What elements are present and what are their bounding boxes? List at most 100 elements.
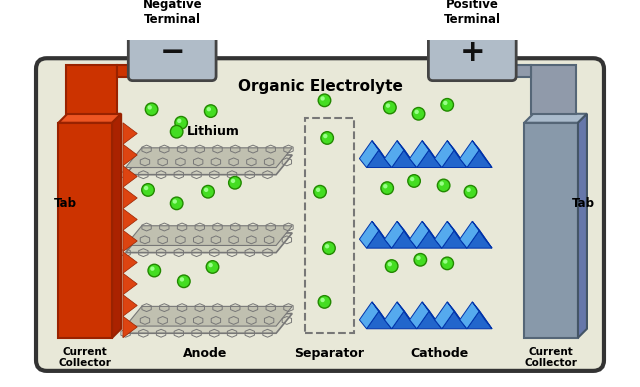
Polygon shape <box>123 316 137 338</box>
Polygon shape <box>125 313 292 333</box>
FancyBboxPatch shape <box>36 58 604 371</box>
Circle shape <box>209 263 213 267</box>
Circle shape <box>437 179 450 192</box>
Circle shape <box>148 264 161 277</box>
Polygon shape <box>125 307 292 326</box>
Text: Current
Collector: Current Collector <box>59 347 112 368</box>
Text: Current
Collector: Current Collector <box>525 347 577 368</box>
Circle shape <box>443 259 447 264</box>
Polygon shape <box>442 230 467 248</box>
Bar <box>305 118 354 333</box>
Circle shape <box>321 298 324 302</box>
Polygon shape <box>524 123 578 338</box>
FancyBboxPatch shape <box>128 25 216 80</box>
Circle shape <box>147 105 152 110</box>
Polygon shape <box>460 302 479 329</box>
Polygon shape <box>456 65 531 77</box>
Polygon shape <box>367 311 392 329</box>
Circle shape <box>383 101 396 114</box>
Polygon shape <box>524 114 587 123</box>
Circle shape <box>150 267 155 271</box>
Circle shape <box>318 296 331 308</box>
Circle shape <box>416 256 420 260</box>
Polygon shape <box>472 302 492 329</box>
Text: Positive
Terminal: Positive Terminal <box>444 0 500 26</box>
Polygon shape <box>447 302 467 329</box>
Polygon shape <box>360 140 379 168</box>
Circle shape <box>464 185 477 198</box>
Circle shape <box>141 184 154 196</box>
Polygon shape <box>392 150 417 168</box>
Polygon shape <box>397 140 417 168</box>
Polygon shape <box>410 221 429 248</box>
Circle shape <box>202 185 214 198</box>
Circle shape <box>207 107 211 111</box>
Polygon shape <box>372 221 392 248</box>
Polygon shape <box>435 221 454 248</box>
Circle shape <box>177 119 182 123</box>
Polygon shape <box>531 65 576 114</box>
Polygon shape <box>385 140 404 168</box>
Polygon shape <box>392 311 417 329</box>
Polygon shape <box>472 140 492 168</box>
Polygon shape <box>410 140 429 168</box>
Polygon shape <box>410 302 429 329</box>
Polygon shape <box>125 233 292 253</box>
Circle shape <box>440 182 444 186</box>
Polygon shape <box>123 187 137 209</box>
Polygon shape <box>125 155 292 175</box>
Circle shape <box>386 103 390 108</box>
Polygon shape <box>367 230 392 248</box>
Circle shape <box>180 277 184 282</box>
Circle shape <box>170 197 183 210</box>
Text: Organic Electrolyte: Organic Electrolyte <box>237 79 403 94</box>
Circle shape <box>314 185 326 198</box>
Polygon shape <box>123 166 137 187</box>
Text: Tab: Tab <box>54 197 77 210</box>
Polygon shape <box>422 140 442 168</box>
Polygon shape <box>460 140 479 168</box>
Circle shape <box>321 96 324 101</box>
Polygon shape <box>360 302 379 329</box>
Polygon shape <box>123 144 137 166</box>
FancyBboxPatch shape <box>428 25 516 80</box>
Polygon shape <box>116 65 188 77</box>
Circle shape <box>415 110 419 114</box>
Circle shape <box>204 105 217 117</box>
Circle shape <box>231 179 236 183</box>
Polygon shape <box>392 230 417 248</box>
Circle shape <box>145 103 158 116</box>
Text: Tab: Tab <box>572 197 595 210</box>
Polygon shape <box>372 302 392 329</box>
Circle shape <box>410 177 414 181</box>
Polygon shape <box>578 114 587 338</box>
Polygon shape <box>58 114 121 123</box>
Polygon shape <box>367 150 392 168</box>
Circle shape <box>414 253 427 266</box>
Polygon shape <box>397 302 417 329</box>
Circle shape <box>383 184 387 188</box>
Circle shape <box>325 244 329 248</box>
Circle shape <box>177 275 190 288</box>
Circle shape <box>206 261 219 273</box>
Circle shape <box>170 125 183 138</box>
Circle shape <box>441 257 454 270</box>
Polygon shape <box>65 65 116 114</box>
Circle shape <box>175 116 188 129</box>
Polygon shape <box>417 311 442 329</box>
Polygon shape <box>123 123 137 144</box>
Polygon shape <box>123 230 137 252</box>
Circle shape <box>381 182 394 194</box>
Polygon shape <box>435 140 454 168</box>
Polygon shape <box>472 221 492 248</box>
Polygon shape <box>360 221 379 248</box>
Circle shape <box>228 176 241 189</box>
Polygon shape <box>123 252 137 273</box>
Circle shape <box>318 94 331 106</box>
Text: −: − <box>159 38 185 67</box>
Polygon shape <box>123 273 137 295</box>
Polygon shape <box>417 230 442 248</box>
Text: Cathode: Cathode <box>410 347 468 360</box>
Polygon shape <box>460 221 479 248</box>
Circle shape <box>441 99 454 111</box>
